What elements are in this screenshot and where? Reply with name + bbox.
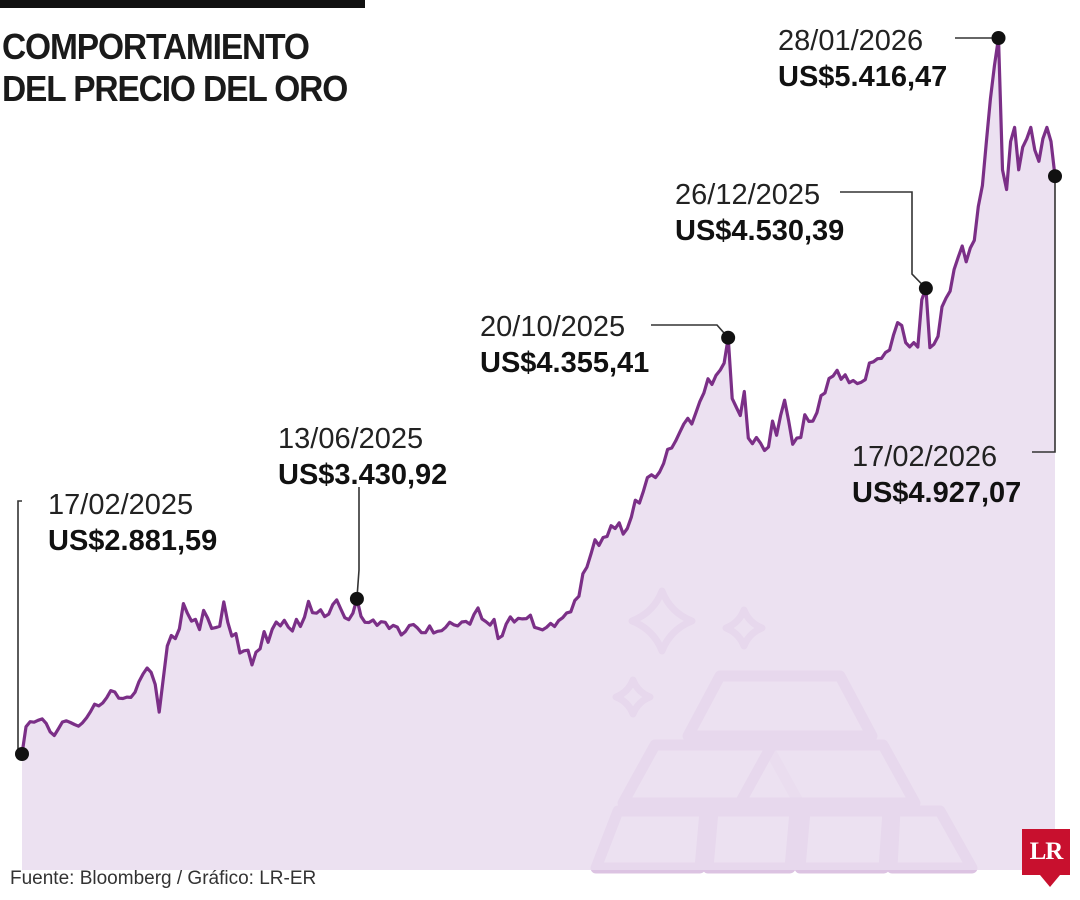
title-line-1: COMPORTAMIENTO bbox=[2, 26, 310, 67]
annotation-value: US$4.530,39 bbox=[675, 215, 844, 247]
annotation-value: US$4.355,41 bbox=[480, 347, 649, 379]
annotation-date: 20/10/2025 bbox=[480, 311, 625, 343]
highlight-point bbox=[991, 31, 1006, 45]
annotation-value: US$3.430,92 bbox=[278, 459, 447, 491]
annotation-date: 17/02/2025 bbox=[48, 489, 193, 521]
highlight-point bbox=[918, 281, 933, 296]
annotation-date: 13/06/2025 bbox=[278, 423, 423, 455]
annotation-4: 26/12/2025 US$4.530,39 bbox=[675, 179, 933, 296]
lr-logo-tail bbox=[1040, 875, 1060, 887]
source-note: Fuente: Bloomberg / Gráfico: LR-ER bbox=[10, 868, 317, 889]
annotation-6: 17/02/2026 US$4.927,07 bbox=[852, 169, 1062, 509]
annotation-3: 20/10/2025 US$4.355,41 bbox=[480, 311, 736, 379]
annotations: 17/02/2025 US$2.881,59 13/06/2025 US$3.430,… bbox=[15, 25, 1062, 761]
lr-logo: LR bbox=[1022, 829, 1070, 875]
annotation-value: US$2.881,59 bbox=[48, 525, 217, 557]
highlight-point bbox=[349, 591, 364, 606]
annotation-1: 17/02/2025 US$2.881,59 bbox=[15, 489, 217, 761]
leader-line bbox=[17, 500, 22, 754]
highlight-point bbox=[15, 747, 29, 761]
annotation-date: 28/01/2026 bbox=[778, 25, 923, 57]
annotation-5: 28/01/2026 US$5.416,47 bbox=[778, 25, 1006, 93]
series-line bbox=[20, 36, 1057, 755]
top-rule bbox=[0, 0, 365, 8]
annotation-date: 26/12/2025 bbox=[675, 179, 820, 211]
title-line-2: DEL PRECIO DEL ORO bbox=[2, 68, 348, 109]
leader-line bbox=[840, 191, 927, 289]
highlight-point bbox=[721, 330, 736, 345]
highlight-point bbox=[1048, 169, 1062, 184]
annotation-date: 17/02/2026 bbox=[852, 441, 997, 473]
annotation-value: US$5.416,47 bbox=[778, 61, 947, 93]
series-area bbox=[22, 38, 1055, 870]
leader-line bbox=[356, 487, 360, 599]
annotation-2: 13/06/2025 US$3.430,92 bbox=[278, 423, 447, 606]
leader-line bbox=[651, 324, 729, 339]
annotation-value: US$4.927,07 bbox=[852, 477, 1021, 509]
chart-title: COMPORTAMIENTO DEL PRECIO DEL ORO bbox=[2, 26, 348, 110]
